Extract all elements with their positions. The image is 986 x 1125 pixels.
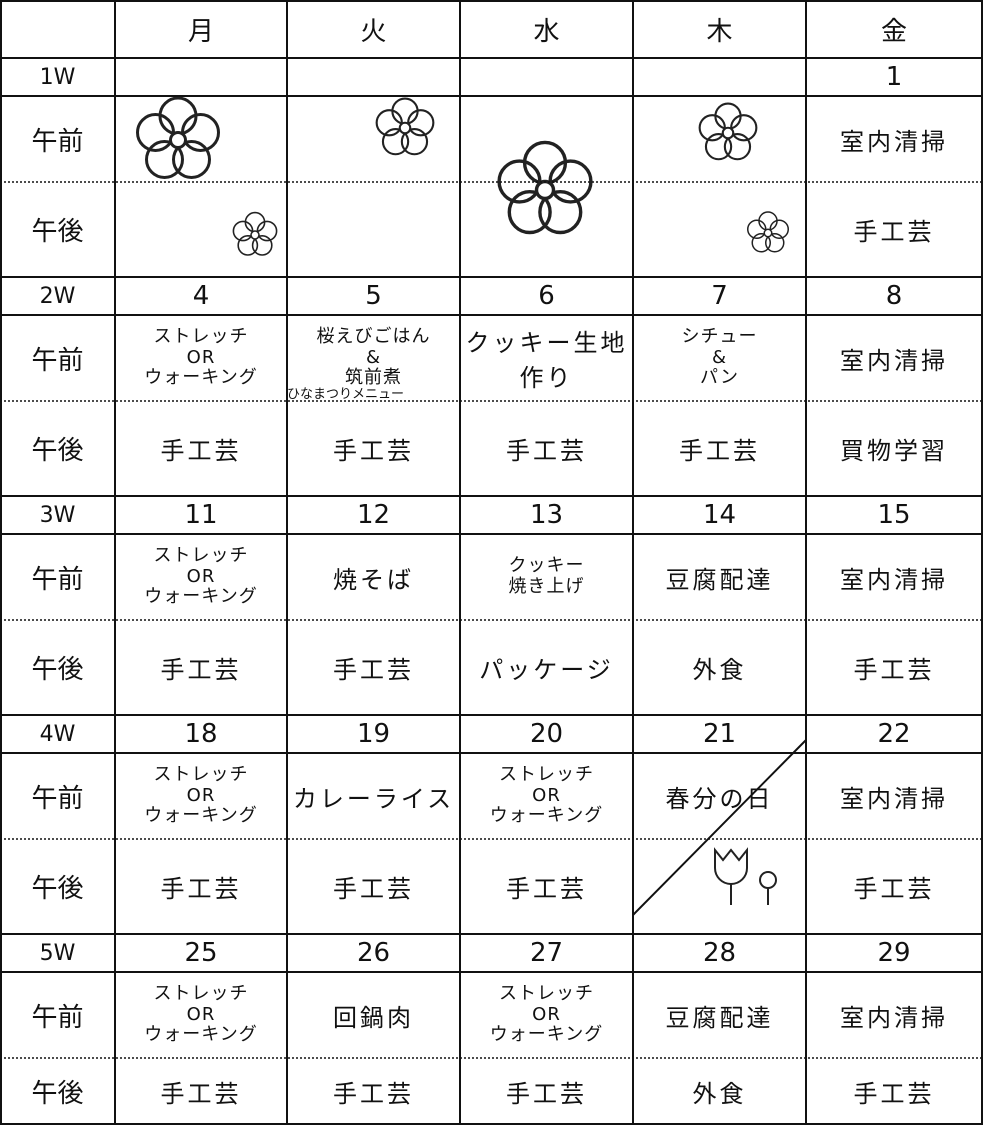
pm-activity: 外食	[692, 656, 747, 684]
flower-decoration	[232, 211, 278, 256]
pm-activity: 手工芸	[506, 875, 587, 903]
tulip-decoration	[714, 847, 777, 905]
pm-activity: 手工芸	[333, 656, 414, 684]
holiday-diagonal	[632, 739, 807, 916]
date: 21	[702, 719, 737, 749]
pm-activity: 手工芸	[853, 1079, 935, 1108]
day-header: 火	[360, 16, 387, 47]
pm-activity: 買物学習	[840, 437, 948, 465]
date: 19	[356, 719, 391, 749]
date: 14	[702, 500, 737, 530]
am-activity: ストレッチ OR ウォーキング	[144, 763, 258, 827]
date: 5	[365, 281, 382, 311]
week-label: 5W	[39, 940, 76, 966]
date: 7	[711, 281, 728, 311]
slot-label: 午前	[31, 564, 84, 595]
am-activity: クッキー生地作り	[465, 329, 628, 392]
pm-activity: 手工芸	[333, 875, 414, 903]
date: 18	[184, 719, 218, 749]
date: 12	[356, 500, 391, 530]
pm-activity: 手工芸	[160, 656, 242, 684]
pm-activity: 手工芸	[160, 1079, 242, 1108]
date: 11	[184, 500, 218, 530]
date: 29	[877, 938, 911, 968]
date: 27	[529, 938, 564, 968]
date: 13	[529, 500, 564, 530]
pm-activity: 手工芸	[506, 437, 587, 465]
date: 26	[356, 938, 391, 968]
menu-note: ひなまつりメニュー	[287, 386, 405, 402]
date: 20	[529, 719, 564, 749]
pm-activity: 手工芸	[333, 1079, 414, 1108]
am-activity: 豆腐配達	[665, 1003, 774, 1032]
am-activity: ストレッチ OR ウォーキング	[144, 325, 258, 389]
am-activity: 室内清掃	[840, 1003, 948, 1032]
am-activity: シチュー & パン	[681, 325, 758, 389]
pm-activity: 手工芸	[853, 218, 935, 246]
slot-label: 午前	[31, 126, 84, 157]
pm-activity: 手工芸	[506, 1079, 587, 1108]
day-header: 金	[880, 16, 907, 47]
am-activity: ストレッチ OR ウォーキング	[144, 544, 258, 608]
date: 22	[877, 719, 911, 749]
am-activity: 豆腐配達	[665, 565, 774, 594]
flower-decoration	[698, 102, 758, 161]
am-activity: 室内清掃	[840, 127, 948, 156]
am-activity: 室内清掃	[840, 346, 948, 375]
am-activity: 焼そば	[333, 565, 414, 594]
day-header: 水	[533, 16, 560, 47]
am-activity: 桜えびごはん & 筑前煮	[316, 325, 431, 389]
am-activity: カレーライス	[292, 784, 455, 813]
slot-label: 午前	[31, 1002, 84, 1033]
am-activity: クッキー 焼き上げ	[508, 555, 585, 597]
am-activity: ストレッチ OR ウォーキング	[144, 982, 258, 1046]
date: 28	[702, 938, 737, 968]
flower-decoration	[375, 97, 435, 156]
day-header: 木	[706, 16, 733, 47]
date: 6	[538, 281, 555, 311]
week-label: 2W	[39, 283, 76, 309]
day-header: 月	[187, 16, 214, 47]
slot-label: 午前	[31, 345, 84, 376]
pm-activity: 手工芸	[333, 437, 414, 465]
week-label: 4W	[39, 721, 76, 747]
week-label: 3W	[39, 502, 76, 528]
pm-activity: 手工芸	[160, 875, 242, 903]
am-activity: 回鍋肉	[333, 1003, 414, 1032]
date: 1	[885, 62, 903, 92]
date: 25	[184, 938, 218, 968]
flower-decoration	[136, 96, 220, 179]
date: 4	[192, 281, 210, 311]
pm-activity: 手工芸	[679, 437, 760, 465]
pm-activity: 手工芸	[853, 875, 935, 903]
flower-decoration	[747, 211, 789, 253]
slot-label: 午後	[31, 436, 84, 466]
slot-label: 午前	[31, 783, 84, 814]
date: 8	[885, 281, 903, 311]
slot-label: 午後	[31, 655, 84, 685]
slot-label: 午後	[31, 1078, 84, 1109]
am-activity: 春分の日	[665, 784, 774, 813]
am-activity: ストレッチ OR ウォーキング	[489, 982, 604, 1046]
pm-activity: 外食	[692, 1079, 747, 1108]
slot-label: 午後	[31, 217, 84, 247]
pm-activity: パッケージ	[479, 656, 614, 684]
am-activity: ストレッチ OR ウォーキング	[489, 763, 604, 827]
pm-activity: 手工芸	[853, 656, 935, 684]
slot-label: 午後	[31, 874, 84, 904]
week-label: 1W	[39, 64, 76, 90]
flower-decoration	[497, 140, 593, 235]
date: 15	[877, 500, 911, 530]
pm-activity: 手工芸	[160, 437, 242, 465]
am-activity: 室内清掃	[840, 784, 948, 813]
am-activity: 室内清掃	[840, 565, 948, 594]
